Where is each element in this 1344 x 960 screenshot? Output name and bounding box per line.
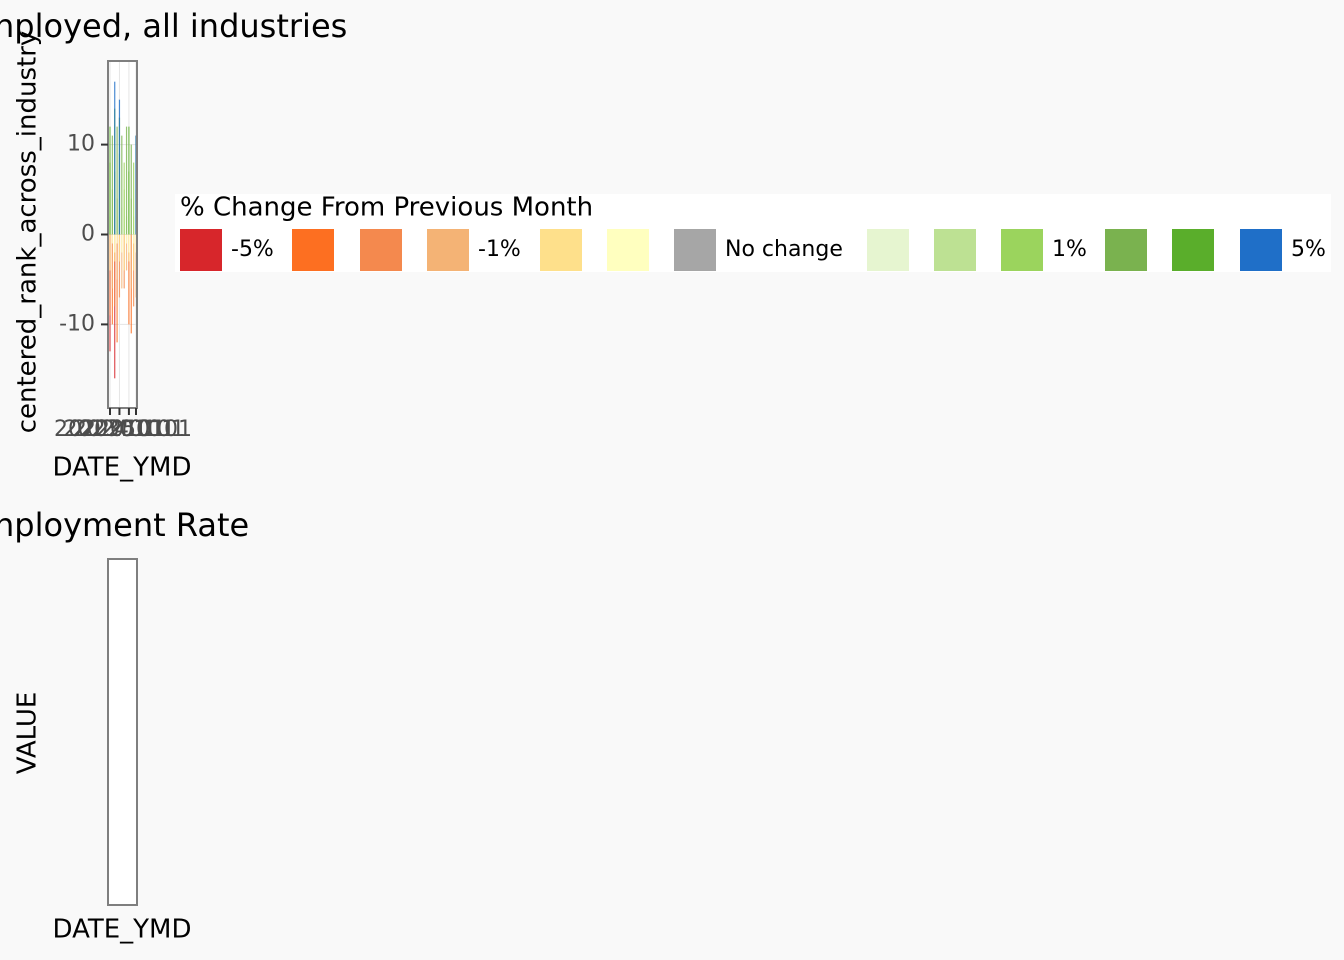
legend-swatch bbox=[867, 229, 909, 271]
bar bbox=[118, 99, 121, 235]
legend-swatch bbox=[1240, 229, 1282, 271]
legend-swatch bbox=[934, 229, 976, 271]
bar bbox=[109, 234, 111, 271]
bar bbox=[121, 234, 123, 289]
plot-panel bbox=[107, 558, 138, 906]
bar bbox=[111, 135, 113, 235]
x-tick-label: 20250101 bbox=[80, 417, 192, 442]
legend-label: -1% bbox=[478, 237, 521, 262]
y-axis-label: VALUE bbox=[13, 692, 43, 775]
legend: -5% -1% No change 1% 5% bbox=[180, 229, 1326, 271]
bar bbox=[133, 234, 135, 244]
bar bbox=[123, 162, 125, 235]
legend-swatch bbox=[1172, 229, 1214, 271]
bar bbox=[121, 234, 123, 253]
x-tick-label: 20240101 bbox=[73, 417, 185, 442]
bar bbox=[125, 234, 128, 271]
legend-label: 1% bbox=[1052, 237, 1087, 262]
bar bbox=[128, 126, 130, 235]
y-axis-label: centered_rank_across_industry bbox=[13, 31, 43, 434]
bar bbox=[133, 162, 135, 235]
legend-swatch bbox=[1001, 229, 1043, 271]
legend-swatch bbox=[360, 229, 402, 271]
bar bbox=[123, 234, 125, 271]
bar bbox=[121, 135, 123, 235]
bar bbox=[116, 234, 118, 280]
chart-title: nployed, all industries bbox=[0, 7, 347, 45]
bar bbox=[125, 234, 128, 244]
bar bbox=[118, 234, 121, 298]
bar bbox=[118, 234, 121, 262]
legend-swatch bbox=[607, 229, 649, 271]
bar bbox=[128, 234, 130, 253]
y-tick-label: 0 bbox=[81, 222, 95, 247]
legend-swatch bbox=[180, 229, 222, 271]
chart-title: nployment Rate bbox=[0, 506, 249, 544]
bar bbox=[109, 234, 111, 316]
x-axis-label: DATE_YMD bbox=[53, 453, 192, 483]
legend-swatch bbox=[674, 229, 716, 271]
plot-area bbox=[108, 61, 137, 408]
bar bbox=[111, 234, 113, 289]
bar bbox=[130, 234, 132, 289]
bar bbox=[128, 234, 130, 325]
bar bbox=[111, 234, 113, 244]
legend-label: 5% bbox=[1291, 237, 1326, 262]
bar bbox=[114, 234, 116, 307]
legend-label: -5% bbox=[231, 237, 274, 262]
legend-title: % Change From Previous Month bbox=[180, 193, 593, 223]
bar bbox=[125, 126, 128, 235]
bar bbox=[116, 234, 118, 343]
legend-swatch bbox=[540, 229, 582, 271]
bar bbox=[114, 81, 116, 235]
legend-label: No change bbox=[725, 237, 843, 262]
bar bbox=[133, 234, 135, 271]
x-axis-label: DATE_YMD bbox=[53, 915, 192, 945]
bar bbox=[109, 126, 111, 235]
x-tick-label: 20220101 bbox=[54, 417, 166, 442]
x-tick-label: 20230101 bbox=[63, 417, 175, 442]
bar bbox=[114, 234, 116, 253]
bar bbox=[116, 234, 118, 244]
bar bbox=[116, 126, 118, 235]
legend-swatch bbox=[292, 229, 334, 271]
legend-swatch bbox=[1105, 229, 1147, 271]
legend-swatch bbox=[427, 229, 469, 271]
bar bbox=[130, 144, 132, 235]
y-tick-label: -10 bbox=[59, 311, 95, 336]
y-tick-label: 10 bbox=[67, 132, 95, 157]
